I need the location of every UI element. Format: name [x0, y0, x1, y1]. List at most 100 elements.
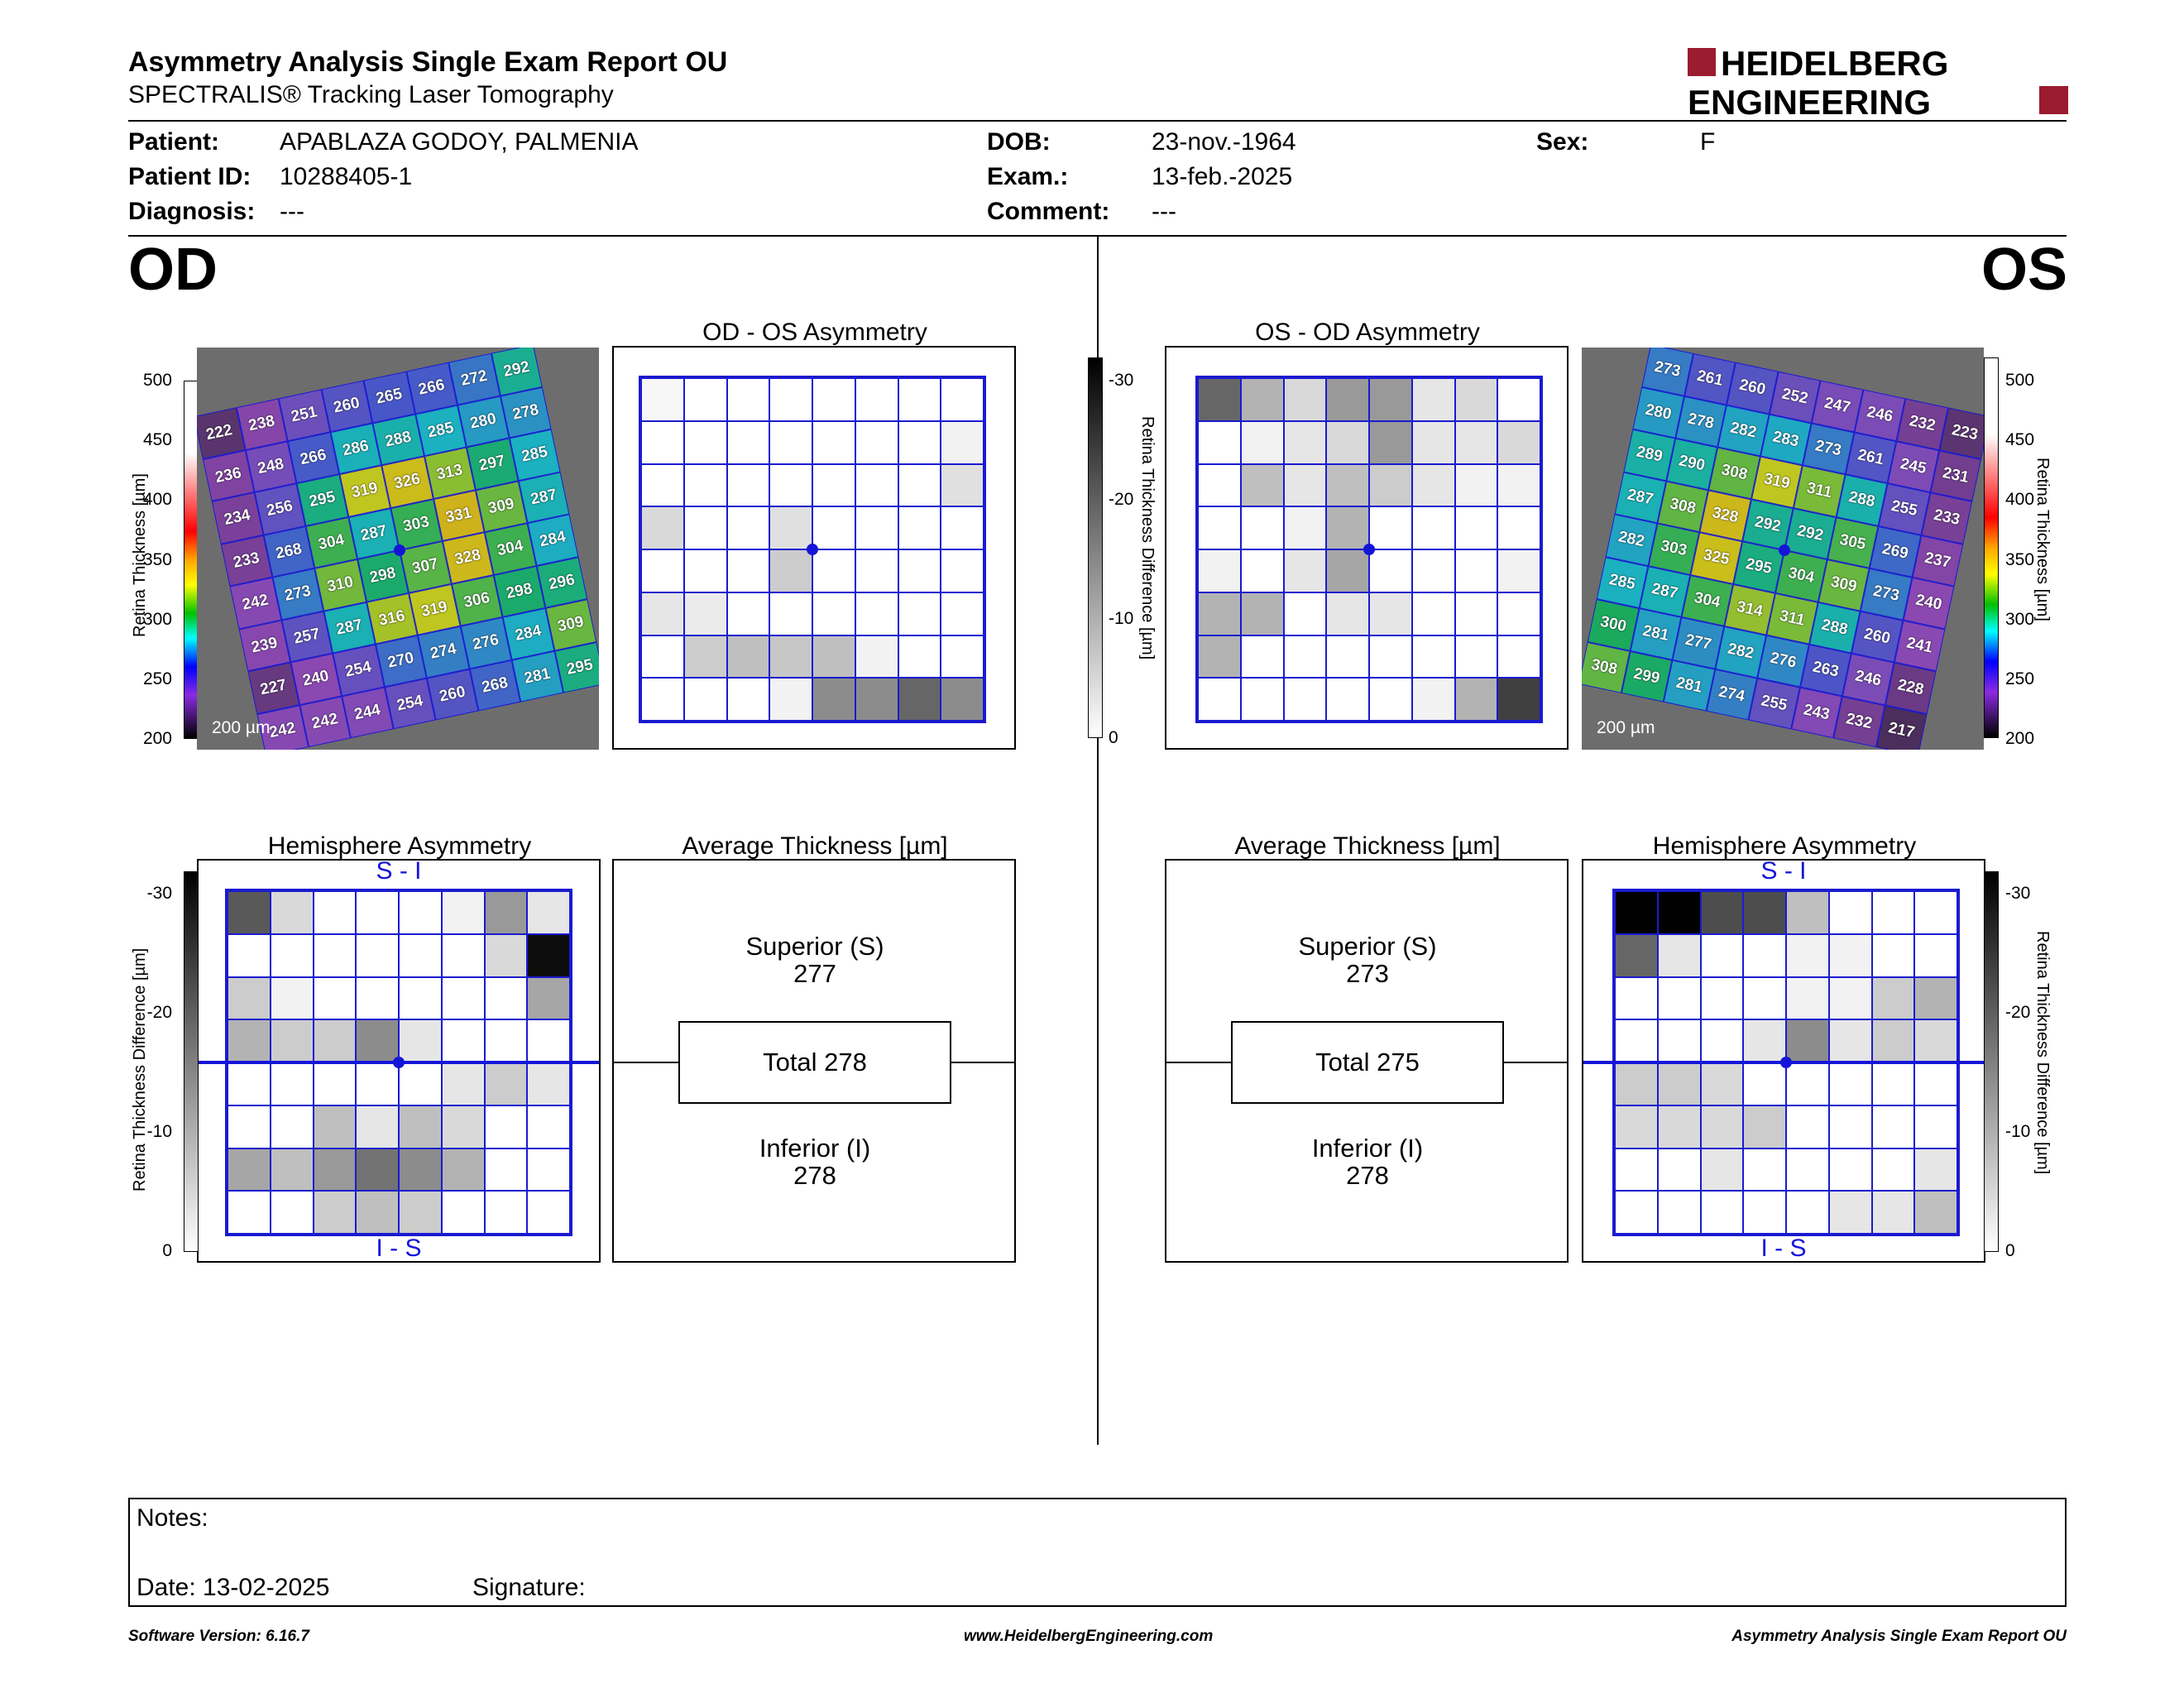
od-asymmetry-cell	[769, 463, 812, 507]
os-hemisphere-cell	[1828, 933, 1872, 977]
thickness-value: 234	[223, 506, 252, 530]
od-superior-label: Superior (S)	[745, 932, 884, 961]
thickness-value: 260	[438, 683, 467, 706]
scale-tick-label: -30	[1109, 371, 1134, 390]
od-asymmetry-cell	[726, 506, 770, 549]
od-hemisphere-cell	[270, 933, 314, 977]
thickness-value: 311	[1778, 607, 1807, 630]
thickness-value: 246	[1853, 667, 1883, 690]
os-asymmetry-cell	[1240, 506, 1284, 549]
thickness-value: 261	[1856, 445, 1886, 469]
os-asymmetry-cell	[1198, 592, 1241, 635]
od-hemisphere-cell	[270, 1191, 314, 1234]
notes-box[interactable]: Notes: Date: 13-02-2025 Signature:	[128, 1498, 2067, 1607]
thickness-value: 285	[425, 419, 456, 442]
diagnosis-value: ---	[280, 198, 304, 225]
thickness-value: 295	[1744, 555, 1774, 578]
os-asymmetry-cell	[1369, 592, 1412, 635]
od-asymmetry-cell	[769, 592, 812, 635]
os-hemi-diff-colorbar	[1984, 871, 1999, 1252]
od-asymmetry-cell	[769, 635, 812, 679]
os-hemisphere-cell	[1657, 933, 1701, 977]
scale-tick-label: -20	[146, 1003, 172, 1022]
scale-tick-label: -30	[2005, 884, 2031, 903]
os-asymmetry-cell	[1240, 592, 1284, 635]
os-hemisphere-cell	[1615, 1191, 1658, 1234]
thickness-value: 245	[1899, 454, 1928, 477]
thickness-value: 240	[301, 667, 331, 690]
scale-tick-label: 0	[162, 1241, 172, 1260]
od-hemisphere-cell	[228, 1019, 271, 1062]
thickness-value: 292	[1753, 512, 1783, 535]
os-hemisphere-title: Hemisphere Asymmetry	[1652, 832, 1917, 860]
os-asymmetry-cell	[1326, 549, 1369, 592]
os-hemisphere-cell	[1743, 933, 1786, 977]
os-asymmetry-cell	[1369, 463, 1412, 507]
thickness-value: 282	[1728, 419, 1759, 442]
os-hemisphere-cell	[1657, 1105, 1701, 1149]
os-hemisphere-cell	[1615, 933, 1658, 977]
od-hemisphere-cell	[356, 1062, 399, 1105]
od-is-label: I - S	[376, 1235, 422, 1262]
od-asymmetry-cell	[941, 549, 984, 592]
od-si-label: S - I	[376, 857, 422, 885]
thickness-value: 281	[1640, 622, 1671, 645]
od-asymmetry-cell	[812, 378, 855, 421]
od-asymmetry-cell	[641, 592, 684, 635]
os-hemisphere-cell	[1615, 891, 1658, 934]
os-hemisphere-cell	[1700, 1062, 1744, 1105]
os-asymmetry-cell	[1198, 506, 1241, 549]
scale-tick-label: 500	[2005, 371, 2035, 390]
os-hemi-diff-axis-label: Retina Thickness Difference [µm]	[2033, 931, 2052, 1175]
scale-tick-label: 250	[142, 669, 172, 688]
os-asymmetry-cell	[1283, 635, 1327, 679]
scale-tick-label: 450	[142, 430, 172, 450]
thickness-value: 304	[1693, 588, 1722, 611]
os-asymmetry-cell	[1411, 420, 1455, 464]
od-asymmetry-cell	[941, 592, 984, 635]
thickness-value: 260	[1862, 625, 1892, 648]
os-asymmetry-cell	[1283, 463, 1327, 507]
od-asymmetry-cell	[641, 549, 684, 592]
od-hemisphere-cell	[441, 1105, 485, 1149]
thickness-value: 287	[1650, 579, 1680, 602]
os-total-box: Total 275	[1231, 1021, 1504, 1104]
od-superior-value: 277	[793, 958, 836, 988]
thickness-value: 265	[374, 385, 405, 408]
od-hemisphere-cell	[441, 1191, 485, 1234]
thickness-value: 242	[240, 591, 271, 614]
thickness-value: 296	[547, 570, 577, 593]
scale-tick-label: -10	[2005, 1122, 2031, 1141]
os-is-label: I - S	[1760, 1235, 1807, 1262]
scale-tick-label: 350	[142, 549, 172, 569]
od-asymmetry-cell	[683, 549, 727, 592]
od-asymmetry-panel	[612, 346, 1016, 750]
os-hemisphere-cell	[1914, 891, 1957, 934]
thickness-value: 233	[1932, 506, 1961, 530]
os-asymmetry-cell	[1454, 506, 1498, 549]
os-thickness-colorbar	[1984, 357, 1999, 738]
os-hemisphere-cell	[1914, 1105, 1957, 1149]
os-asymmetry-cell	[1411, 378, 1455, 421]
thickness-value: 260	[332, 394, 362, 417]
od-asymmetry-cell	[726, 678, 770, 721]
os-asymmetry-cell	[1369, 378, 1412, 421]
patient-divider	[128, 235, 2067, 237]
od-hemisphere-cell	[441, 976, 485, 1020]
website-link[interactable]: www.HeidelbergEngineering.com	[964, 1628, 1214, 1645]
od-asymmetry-cell	[769, 378, 812, 421]
os-asymmetry-cell	[1198, 463, 1241, 507]
thickness-value: 289	[1635, 443, 1664, 466]
os-hemisphere-cell	[1828, 1105, 1872, 1149]
od-hemisphere-cell	[527, 1019, 570, 1062]
thickness-value: 290	[1677, 452, 1707, 475]
os-hemisphere-cell	[1615, 1148, 1658, 1192]
os-hemisphere-cell	[1743, 1019, 1786, 1062]
thickness-value: 298	[504, 579, 534, 602]
thickness-value: 284	[513, 622, 544, 645]
scale-tick-label: 300	[2005, 609, 2035, 629]
os-asymmetry-cell	[1283, 549, 1327, 592]
od-asymmetry-cell	[941, 463, 984, 507]
od-hemisphere-cell	[399, 1062, 442, 1105]
thickness-value: 223	[1950, 421, 1980, 444]
